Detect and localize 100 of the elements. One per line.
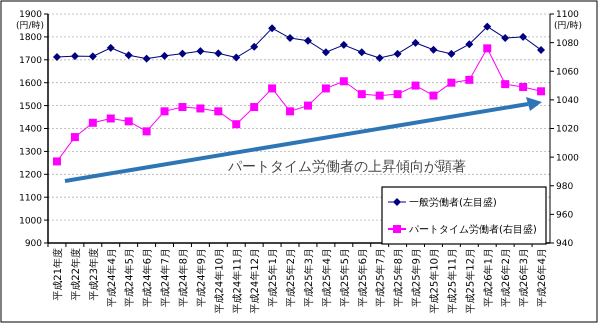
point xyxy=(124,117,133,126)
point xyxy=(304,36,312,45)
point xyxy=(394,50,402,58)
point xyxy=(142,127,151,136)
point xyxy=(142,54,151,63)
x-tick-label: 平成25年10月 xyxy=(428,248,440,314)
point xyxy=(537,87,546,96)
point xyxy=(537,46,546,54)
x-tick-label: 平成24年5月 xyxy=(124,248,136,308)
point xyxy=(268,24,276,32)
y-tick-label: 1100 xyxy=(19,193,42,204)
y-tick-label: 1000 xyxy=(19,216,42,226)
point xyxy=(70,133,79,142)
x-tick-label: 平成25年6月 xyxy=(356,248,369,308)
point xyxy=(501,80,510,88)
point xyxy=(52,53,61,62)
x-tick-label: 平成26年1月 xyxy=(482,248,494,308)
point xyxy=(519,82,528,91)
point xyxy=(465,40,474,48)
point xyxy=(501,34,510,42)
point xyxy=(232,54,240,62)
point xyxy=(394,90,402,98)
y2-tick-label: 1000 xyxy=(556,153,580,164)
y2-axis-title: (円/時) xyxy=(554,20,582,31)
point xyxy=(88,118,97,127)
x-tick-label: 平成24年9月 xyxy=(195,248,208,308)
point xyxy=(178,103,186,112)
x-tick-label: 平成25年2月 xyxy=(285,248,298,308)
point xyxy=(250,42,258,51)
legend-label: パートタイム労働者(右目盛) xyxy=(408,224,537,236)
y2-tick-label: 1060 xyxy=(556,67,580,78)
point xyxy=(447,78,456,87)
x-tick-label: 平成25年7月 xyxy=(374,248,387,308)
point xyxy=(214,107,222,116)
x-tick-label: 平成24年7月 xyxy=(160,248,172,308)
point xyxy=(286,107,294,116)
y-tick-label: 1900 xyxy=(19,10,42,20)
x-tick-label: 平成25年3月 xyxy=(302,248,315,308)
point xyxy=(196,104,204,112)
x-tick-label: 平成24年12月 xyxy=(249,248,262,314)
y-tick-label: 1300 xyxy=(19,148,42,158)
x-tick-label: 平成25年12月 xyxy=(464,248,476,314)
point xyxy=(412,82,420,90)
x-tick-label: 平成26年2月 xyxy=(500,248,512,308)
x-tick-label: 平成24年8月 xyxy=(177,248,190,308)
y-tick-label: 1400 xyxy=(19,124,42,135)
point xyxy=(358,90,366,98)
point xyxy=(483,22,492,31)
point xyxy=(88,52,97,60)
x-tick-label: 平成21年度 xyxy=(52,248,64,301)
y-tick-label: 1500 xyxy=(19,102,42,112)
y2-tick-label: 940 xyxy=(556,239,574,250)
point xyxy=(70,52,79,60)
x-tick-label: 平成25年1月 xyxy=(267,248,280,308)
point xyxy=(519,32,528,41)
x-tick-label: 平成24年4月 xyxy=(106,248,118,308)
point xyxy=(412,38,420,47)
point xyxy=(52,157,61,166)
y-tick-label: 900 xyxy=(24,239,42,250)
point xyxy=(465,76,474,84)
y-tick-label: 1700 xyxy=(19,56,42,66)
y2-tick-label: 1080 xyxy=(556,38,580,49)
legend-label: 一般労働者(左目盛) xyxy=(409,196,497,208)
x-tick-label: 平成22年度 xyxy=(70,248,82,301)
x-tick-label: 平成26年3月 xyxy=(518,248,530,308)
point xyxy=(358,48,366,56)
point xyxy=(160,107,169,116)
point xyxy=(340,77,348,86)
x-tick-label: 平成25年11月 xyxy=(446,248,458,314)
point xyxy=(124,51,133,60)
y2-tick-label: 960 xyxy=(556,210,574,221)
point xyxy=(447,50,456,58)
x-tick-label: 平成24年6月 xyxy=(142,248,154,308)
y2-tick-label: 1020 xyxy=(556,124,580,135)
x-tick-label: 平成23年度 xyxy=(88,248,100,301)
point xyxy=(286,34,294,42)
y-tick-label: 1600 xyxy=(19,78,42,89)
point xyxy=(322,48,330,56)
x-tick-label: 平成24年10月 xyxy=(213,248,226,314)
point xyxy=(483,44,492,52)
point xyxy=(429,46,438,54)
point xyxy=(106,114,115,122)
point xyxy=(160,52,169,60)
x-tick-label: 平成25年8月 xyxy=(392,248,405,308)
point xyxy=(376,54,384,62)
y2-tick-label: 1040 xyxy=(556,96,580,106)
point xyxy=(268,84,276,92)
point xyxy=(429,92,438,100)
x-tick-label: 平成26年4月 xyxy=(536,248,548,308)
point xyxy=(178,50,186,58)
y-axis-title: (円/時) xyxy=(16,20,44,31)
annotation: パートタイム労働者の上昇傾向が顕著 xyxy=(227,159,466,175)
x-tick-label: 平成24年11月 xyxy=(231,248,244,314)
point xyxy=(214,49,222,58)
y-tick-label: 1200 xyxy=(19,170,42,180)
point xyxy=(232,120,240,128)
point xyxy=(376,92,384,100)
x-tick-label: 平成25年9月 xyxy=(410,248,423,308)
y2-tick-label: 980 xyxy=(556,182,574,192)
point xyxy=(340,40,348,49)
